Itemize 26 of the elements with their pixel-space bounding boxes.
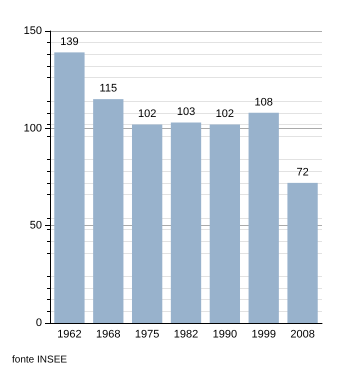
source-note: fonte INSEE — [12, 354, 68, 366]
data-label: 72 — [296, 166, 309, 178]
bar — [132, 124, 162, 323]
x-tick-label: 2008 — [290, 328, 315, 340]
x-tick-label: 1982 — [174, 328, 198, 340]
x-tick-label: 1990 — [212, 328, 238, 340]
x-tick-label: 1962 — [57, 328, 82, 340]
data-label: 108 — [254, 96, 273, 108]
y-tick-label: 150 — [24, 25, 42, 37]
x-tick-label: 1999 — [251, 328, 276, 340]
bar — [210, 124, 240, 323]
x-tick-label: 1975 — [134, 328, 160, 340]
bar — [54, 52, 85, 323]
bar — [170, 122, 202, 323]
y-tick-label: 50 — [30, 220, 42, 232]
bar — [93, 99, 124, 323]
bar — [287, 182, 318, 323]
bar — [248, 112, 279, 323]
data-label: 102 — [216, 108, 234, 120]
x-tick-label: 1968 — [96, 328, 121, 340]
data-label: 102 — [138, 108, 156, 120]
y-tick-label: 100 — [24, 122, 42, 134]
data-label: 103 — [176, 106, 196, 118]
data-label: 115 — [100, 82, 118, 95]
data-label: 139 — [60, 36, 79, 48]
y-tick-label: 0 — [36, 317, 42, 329]
